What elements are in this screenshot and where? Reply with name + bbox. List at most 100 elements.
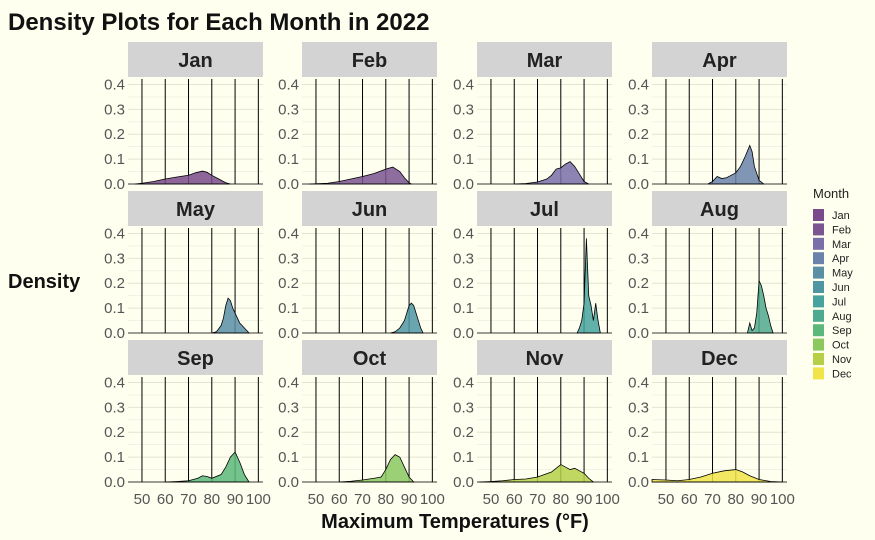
facet-strip-label: Nov: [526, 348, 565, 370]
legend: Month Jan Feb Mar Apr May Jun Jul Aug Sep Oct Nov D…: [813, 186, 853, 380]
y-axis-title: Density: [8, 271, 81, 293]
density-area-aug: [746, 279, 774, 334]
y-tick-label: 0.0: [628, 176, 649, 193]
facet-panel-sep: Sep 0.0 0.1 0.2 0.3 0.4 50 60 70 80 90 100: [104, 340, 271, 508]
y-tick-label: 0.1: [278, 300, 299, 317]
facet-panel-nov: Nov 0.0 0.1 0.2 0.3 0.4 50 60 70 80 90 100: [453, 340, 620, 508]
y-tick-label: 0.0: [453, 474, 474, 491]
y-tick-label: 0.0: [628, 474, 649, 491]
y-tick-label: 0.1: [453, 449, 474, 466]
legend-swatch-aug: [813, 309, 824, 322]
y-tick-label: 0.1: [453, 300, 474, 317]
y-tick-label: 0.2: [104, 424, 125, 441]
y-tick-label: 0.3: [104, 250, 125, 267]
x-tick-label: 50: [483, 491, 500, 508]
y-tick-label: 0.4: [628, 374, 649, 391]
facet-panels: Jan 0.0 0.1 0.2 0.3 0.4 Feb 0.0 0.1 0.2 0.3 0.4 Mar 0…: [104, 42, 795, 508]
y-tick-label: 0.3: [104, 399, 125, 416]
density-area-sep: [165, 451, 250, 483]
x-tick-label: 80: [377, 491, 394, 508]
facet-strip: [128, 191, 263, 226]
y-tick-label: 0.3: [628, 101, 649, 118]
facet-panel-may: May 0.0 0.1 0.2 0.3 0.4: [104, 191, 263, 342]
density-area-jun: [390, 302, 424, 334]
legend-swatch-jun: [813, 281, 824, 293]
legend-swatch-feb: [813, 223, 824, 236]
y-tick-label: 0.2: [278, 424, 299, 441]
facet-strip-label: Sep: [177, 348, 214, 370]
legend-title: Month: [813, 186, 849, 201]
y-tick-label: 0.0: [628, 325, 649, 342]
y-tick-label: 0.4: [628, 225, 649, 242]
x-tick-label: 80: [727, 491, 744, 508]
y-tick-label: 0.0: [278, 325, 299, 342]
x-tick-label: 100: [420, 491, 445, 508]
legend-label: Oct: [832, 340, 849, 352]
facet-panel-oct: Oct 0.0 0.1 0.2 0.3 0.4 50 60 70 80 90 100: [278, 340, 445, 508]
legend-swatch-oct: [813, 338, 824, 351]
legend-label: Mar: [832, 239, 851, 251]
y-tick-label: 0.3: [453, 399, 474, 416]
x-tick-label: 80: [552, 491, 569, 508]
chart-title: Density Plots for Each Month in 2022: [8, 9, 429, 36]
y-tick-label: 0.0: [453, 176, 474, 193]
y-tick-label: 0.4: [453, 225, 474, 242]
legend-swatch-may: [813, 266, 824, 279]
facet-strip: [477, 340, 612, 375]
legend-swatch-mar: [813, 237, 824, 250]
x-tick-label: 100: [595, 491, 620, 508]
facet-strip-label: Jan: [178, 50, 212, 72]
facet-strip: [128, 42, 263, 77]
facet-panel-dec: Dec 0.0 0.1 0.2 0.3 0.4 50 60 70 80 90 100: [628, 340, 795, 508]
x-tick-label: 100: [770, 491, 795, 508]
y-tick-label: 0.4: [104, 76, 125, 93]
y-tick-label: 0.2: [278, 275, 299, 292]
x-tick-label: 80: [203, 491, 220, 508]
y-tick-label: 0.0: [104, 325, 125, 342]
y-tick-label: 0.4: [278, 76, 299, 93]
legend-label: Aug: [832, 311, 852, 323]
x-tick-label: 70: [180, 491, 197, 508]
x-tick-label: 50: [134, 491, 151, 508]
legend-swatch-jul: [813, 295, 824, 308]
x-tick-label: 60: [681, 491, 698, 508]
legend-label: May: [832, 268, 853, 280]
y-tick-label: 0.2: [453, 275, 474, 292]
y-tick-label: 0.4: [104, 225, 125, 242]
legend-swatch-jan: [813, 209, 824, 221]
density-area-jan: [134, 170, 231, 185]
legend-label: Jun: [832, 282, 850, 294]
legend-label: Nov: [832, 354, 852, 366]
facet-strip: [302, 191, 437, 226]
legend-label: Sep: [832, 325, 852, 337]
facet-strip-label: Mar: [527, 50, 563, 72]
facet-strip-label: Dec: [701, 348, 738, 370]
facet-strip: [302, 42, 437, 77]
facet-strip: [652, 340, 787, 375]
x-tick-label: 90: [227, 491, 244, 508]
density-area-mar: [514, 161, 589, 185]
legend-swatch-nov: [813, 353, 824, 365]
y-tick-label: 0.4: [104, 374, 125, 391]
y-tick-label: 0.1: [104, 300, 125, 317]
x-tick-label: 100: [246, 491, 271, 508]
facet-strip-label: Oct: [353, 348, 387, 370]
x-tick-label: 50: [308, 491, 325, 508]
x-tick-label: 50: [658, 491, 675, 508]
y-tick-label: 0.1: [278, 449, 299, 466]
y-tick-label: 0.4: [278, 374, 299, 391]
facet-strip: [302, 340, 437, 375]
y-tick-label: 0.3: [278, 101, 299, 118]
y-tick-label: 0.0: [278, 474, 299, 491]
facet-strip: [477, 42, 612, 77]
facet-strip: [128, 340, 263, 375]
y-tick-label: 0.0: [278, 176, 299, 193]
legend-swatch-dec: [813, 367, 824, 380]
legend-label: Feb: [832, 224, 851, 236]
y-tick-label: 0.1: [453, 151, 474, 168]
facet-strip-label: May: [176, 199, 216, 221]
facet-panel-feb: Feb 0.0 0.1 0.2 0.3 0.4: [278, 42, 437, 193]
legend-swatch-sep: [813, 324, 824, 337]
y-tick-label: 0.3: [104, 101, 125, 118]
